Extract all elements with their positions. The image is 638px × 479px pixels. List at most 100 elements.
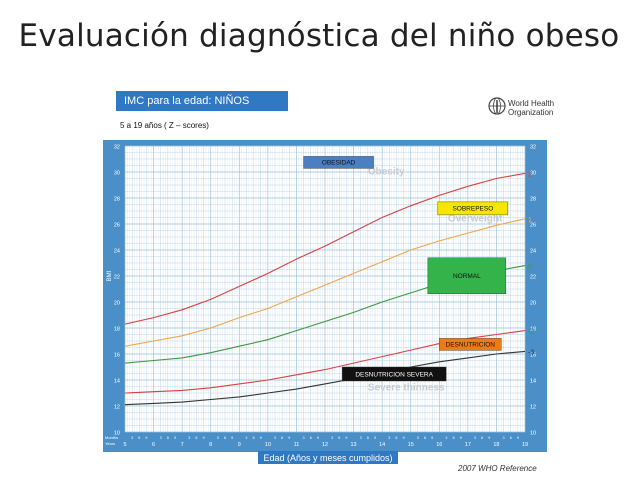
y-axis-side-label: BMI (107, 270, 113, 281)
y-tick-label-left: 12 (114, 405, 120, 411)
ghost-label-sobrepeso: Overweight (448, 213, 503, 224)
x-minor-tick-label: 9 (231, 436, 233, 440)
x-minor-tick-label: 6 (281, 436, 283, 440)
x-tick-label: 18 (493, 442, 499, 448)
y-tick-label-left: 32 (114, 145, 120, 151)
y-tick-label-right: 16 (530, 353, 536, 359)
who-logo-icon (488, 97, 506, 115)
x-minor-tick-label: 6 (224, 436, 226, 440)
x-minor-tick-label: 3 (474, 436, 476, 440)
series-label-1: 1 (528, 217, 532, 224)
x-tick-label: 19 (522, 442, 528, 448)
x-minor-tick-label: 9 (374, 436, 376, 440)
slide-title: Evaluación diagnóstica del niño obeso (18, 18, 620, 54)
x-tick-label: 8 (209, 442, 212, 448)
category-box-sobrepeso (437, 201, 509, 216)
x-minor-tick-label: 3 (503, 436, 505, 440)
x-minor-tick-label: 3 (274, 436, 276, 440)
x-minor-tick-label: 9 (431, 436, 433, 440)
x-minor-tick-label: 9 (288, 436, 290, 440)
x-tick-label: 7 (181, 442, 184, 448)
y-tick-label-right: 20 (530, 301, 536, 307)
ghost-label-severa: Severe thinness (368, 382, 445, 393)
x-minor-tick-label: 3 (445, 436, 447, 440)
category-label-normal: NORMAL (453, 273, 481, 280)
y-tick-label-left: 26 (114, 223, 120, 229)
x-minor-tick-label: 9 (145, 436, 147, 440)
who-logo-text: World Health Organization (508, 99, 554, 117)
x-minor-tick-label: 9 (460, 436, 462, 440)
x-minor-tick-label: 9 (517, 436, 519, 440)
series-label-0: 0 (528, 264, 532, 271)
category-box-normal (427, 257, 507, 295)
x-minor-tick-label: 6 (510, 436, 512, 440)
category-box-severa (341, 366, 447, 382)
y-tick-label-right: 32 (530, 145, 536, 151)
series-label-2: 2 (528, 171, 532, 178)
category-label-desnutricion: DESNUTRICION (446, 342, 496, 349)
x-tick-label: 11 (294, 442, 300, 448)
y-tick-label-right: 10 (530, 431, 536, 437)
series-label--2: -2 (528, 329, 534, 336)
x-minor-tick-label: 3 (388, 436, 390, 440)
x-tick-label: 12 (322, 442, 328, 448)
y-tick-label-left: 30 (114, 171, 120, 177)
x-minor-tick-label: 9 (203, 436, 205, 440)
x-minor-tick-label: 6 (367, 436, 369, 440)
x-minor-tick-label: 9 (488, 436, 490, 440)
chart-subtitle: 5 a 19 años ( Z – scores) (120, 121, 209, 130)
x-minor-tick-label: 9 (403, 436, 405, 440)
y-tick-label-left: 22 (114, 275, 120, 281)
x-minor-tick-label: 6 (338, 436, 340, 440)
x-minor-tick-label: 6 (453, 436, 455, 440)
x-minor-tick-label: 6 (395, 436, 397, 440)
y-tick-label-left: 14 (114, 379, 120, 385)
category-box-desnutricion (439, 338, 502, 351)
y-tick-label-right: 14 (530, 379, 536, 385)
category-label-severa: DESNUTRICION SEVERA (355, 371, 433, 378)
bmi-chart-panel: 10 10 12 12 14 14 16 16 18 18 20 20 22 22 24 24 26 26 28 28… (88, 84, 562, 476)
x-minor-tick-label: 3 (417, 436, 419, 440)
y-tick-label-right: 22 (530, 275, 536, 281)
series-label--3: -3 (528, 349, 534, 356)
y-tick-label-right: 28 (530, 197, 536, 203)
chart-header: IMC para la edad: NIÑOS (116, 91, 288, 111)
x-tick-label: 16 (436, 442, 442, 448)
x-minor-tick-label: 6 (481, 436, 483, 440)
x-unit-years: Years (105, 441, 115, 446)
y-tick-label-right: 18 (530, 327, 536, 333)
y-tick-label-left: 28 (114, 197, 120, 203)
x-tick-label: 5 (123, 442, 126, 448)
y-tick-label-right: 24 (530, 249, 536, 255)
x-minor-tick-label: 6 (253, 436, 255, 440)
x-minor-tick-label: 3 (188, 436, 190, 440)
y-tick-label-left: 16 (114, 353, 120, 359)
x-minor-tick-label: 6 (167, 436, 169, 440)
x-tick-label: 6 (152, 442, 155, 448)
series-line-1 (124, 218, 526, 347)
x-tick-label: 9 (238, 442, 241, 448)
x-minor-tick-label: 9 (345, 436, 347, 440)
category-label-obesidad: OBESIDAD (322, 160, 356, 167)
x-minor-tick-label: 3 (131, 436, 133, 440)
x-minor-tick-label: 3 (303, 436, 305, 440)
x-tick-label: 13 (351, 442, 357, 448)
y-tick-label-right: 30 (530, 171, 536, 177)
x-tick-label: 17 (465, 442, 471, 448)
x-tick-label: 14 (379, 442, 385, 448)
y-tick-label-right: 26 (530, 223, 536, 229)
x-minor-tick-label: 9 (317, 436, 319, 440)
x-minor-tick-label: 3 (160, 436, 162, 440)
x-minor-tick-label: 6 (195, 436, 197, 440)
x-axis-label: Edad (Años y meses cumplidos) (258, 451, 398, 464)
y-axis-label: IMC (kg/m²) (88, 236, 99, 290)
x-tick-label: 10 (265, 442, 271, 448)
who-logo-line-1: World Health (508, 99, 555, 108)
x-minor-tick-label: 3 (245, 436, 247, 440)
y-tick-label-left: 20 (114, 301, 120, 307)
y-tick-label-right: 12 (530, 405, 536, 411)
category-box-obesidad (303, 156, 374, 169)
x-tick-label: 15 (408, 442, 414, 448)
x-minor-tick-label: 6 (310, 436, 312, 440)
y-tick-label-left: 24 (114, 249, 120, 255)
